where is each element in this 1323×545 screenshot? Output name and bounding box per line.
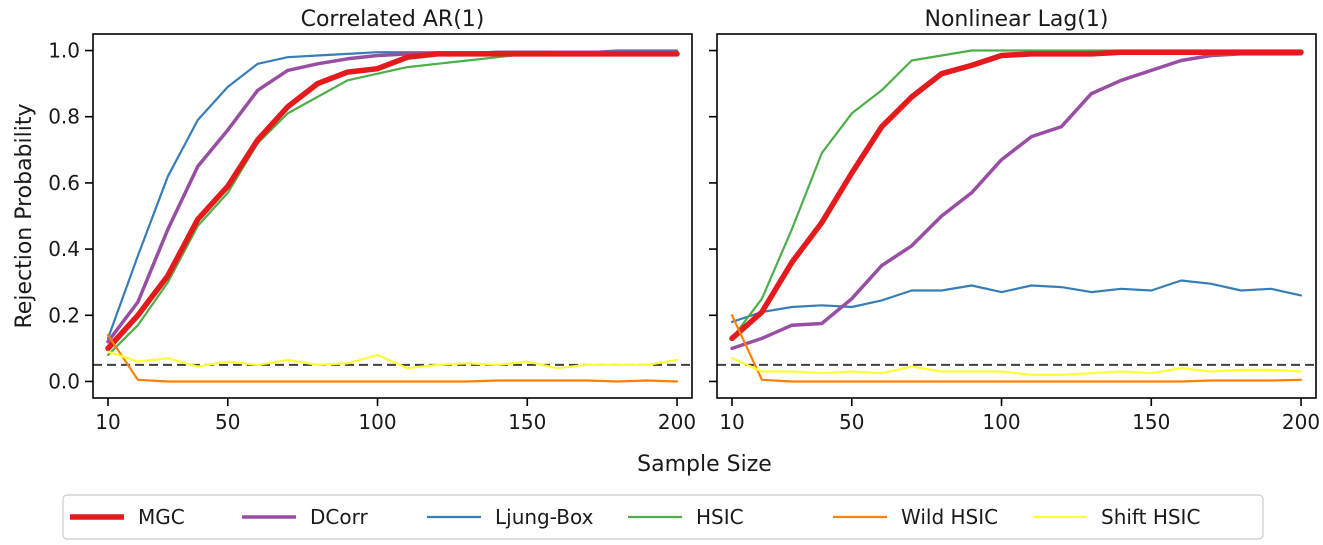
panel-2: Nonlinear Lag(1) 10 50 100 150 200	[709, 7, 1320, 434]
x-tick-label: 200	[658, 410, 696, 434]
series-line-dcorr	[730, 52, 1303, 351]
series-line-ljung-box	[106, 49, 679, 340]
legend-entry: DCorr	[242, 505, 368, 529]
panel-title: Correlated AR(1)	[301, 7, 485, 32]
series-line-hsic	[730, 49, 1303, 340]
legend-label: Ljung-Box	[495, 505, 594, 529]
series-line-wild-hsic	[730, 314, 1303, 383]
x-tick-label: 50	[215, 410, 240, 434]
panel-1: Correlated AR(1) 10 50 100 150 200 0.0 0.2 0.4 0.…	[48, 7, 696, 434]
y-tick-label: 0.0	[48, 369, 80, 393]
legend-entry: Ljung-Box	[427, 505, 594, 529]
series-line-ljung-box	[730, 279, 1303, 323]
y-tick-label: 1.0	[48, 39, 80, 63]
y-tick-label: 0.2	[48, 303, 80, 327]
panel-title: Nonlinear Lag(1)	[925, 7, 1109, 32]
x-tick-label: 150	[508, 410, 546, 434]
series-line-shift-hsic	[106, 350, 679, 370]
x-tick-label: 50	[839, 410, 864, 434]
series-line-mgc	[105, 51, 680, 352]
plot-frame	[92, 33, 693, 399]
y-tick-label: 0.8	[48, 105, 80, 129]
legend-label: Wild HSIC	[901, 505, 998, 529]
y-axis-label: Rejection Probability	[12, 103, 37, 328]
x-tick-label: 10	[719, 410, 744, 434]
series-line-mgc	[729, 49, 1304, 342]
x-tick-label: 150	[1132, 410, 1170, 434]
x-tick-label: 10	[95, 410, 120, 434]
legend-label: Shift HSIC	[1101, 505, 1200, 529]
legend: MGC DCorr Ljung-Box HSIC Wild HSIC Shift HSIC	[62, 494, 1264, 540]
series-line-wild-hsic	[106, 334, 679, 383]
legend-entry: HSIC	[628, 505, 744, 529]
legend-entry: MGC	[70, 505, 185, 529]
x-tick-label: 200	[1282, 410, 1320, 434]
legend-label: HSIC	[696, 505, 744, 529]
legend-label: DCorr	[310, 505, 368, 529]
y-tick-label: 0.6	[48, 171, 80, 195]
y-tick-label: 0.4	[48, 237, 80, 261]
x-tick-label: 100	[358, 410, 396, 434]
series-line-dcorr	[106, 50, 679, 344]
plot-frame	[716, 33, 1317, 399]
x-axis-label: Sample Size	[637, 452, 772, 477]
series-line-shift-hsic	[730, 357, 1303, 376]
series-line-hsic	[106, 51, 679, 357]
legend-entry: Shift HSIC	[1033, 505, 1200, 529]
x-tick-label: 100	[982, 410, 1020, 434]
legend-label: MGC	[138, 505, 185, 529]
legend-entry: Wild HSIC	[833, 505, 998, 529]
